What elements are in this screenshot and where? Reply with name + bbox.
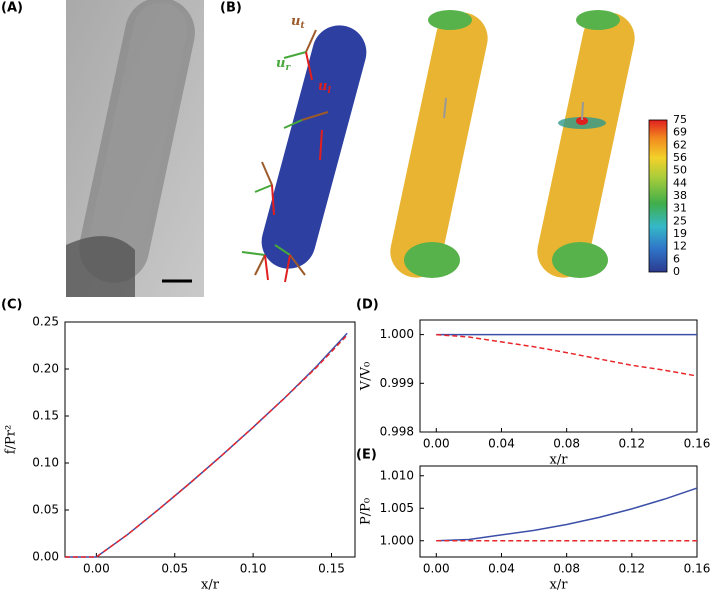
micrograph xyxy=(66,0,204,297)
panel-label: (C) xyxy=(1,298,22,313)
vector-base: u xyxy=(291,14,300,29)
vector-sub: l xyxy=(327,86,331,96)
panel-label: (B) xyxy=(220,1,242,16)
vector-label: ur xyxy=(276,56,291,73)
y-tick-label: 1.010 xyxy=(380,468,414,482)
data-line xyxy=(65,332,348,558)
colorbar-tick-label: 50 xyxy=(673,164,687,177)
data-line xyxy=(436,333,698,377)
colorbar-tick-label: 75 xyxy=(673,113,687,126)
x-axis-label: x/r xyxy=(550,578,569,593)
y-tick-label: 0.998 xyxy=(380,425,414,439)
colorbar xyxy=(648,119,668,273)
colorbar-tick-label: 38 xyxy=(673,189,687,202)
colorbar-tick-label: 25 xyxy=(673,214,687,227)
colorbar-tick-label: 31 xyxy=(673,202,687,215)
x-tick-label: 0.12 xyxy=(618,437,645,451)
x-tick-label: 0.04 xyxy=(488,437,515,451)
vector-sub: t xyxy=(300,21,305,31)
data-line xyxy=(436,487,698,542)
y-axis-label: V/V₀ xyxy=(359,362,374,391)
vector-label: ut xyxy=(291,14,305,31)
x-tick-label: 0.05 xyxy=(161,562,188,576)
colorbar-tick-label: 19 xyxy=(673,227,687,240)
x-tick-label: 0.08 xyxy=(553,562,580,576)
x-tick-label: 0.00 xyxy=(83,562,110,576)
colorbar-tick-label: 56 xyxy=(673,151,687,164)
x-tick-label: 0.04 xyxy=(488,562,515,576)
x-axis-label: x/r xyxy=(550,453,569,468)
y-axis-label: P/P₀ xyxy=(359,498,374,525)
colorbar-tick-label: 12 xyxy=(673,240,687,253)
panel-label: (A) xyxy=(1,1,23,16)
tube-models xyxy=(241,10,635,283)
x-tick-label: 0.10 xyxy=(240,562,267,576)
x-tick-label: 0.12 xyxy=(618,562,645,576)
x-tick-label: 0.00 xyxy=(423,562,450,576)
colorbar-tick-label: 6 xyxy=(673,252,680,265)
vector-sub: r xyxy=(285,63,291,73)
vector-base: u xyxy=(276,56,285,71)
y-tick-label: 1.000 xyxy=(380,327,414,341)
x-tick-label: 0.15 xyxy=(318,562,345,576)
plot-frame xyxy=(64,321,356,558)
vector-label: ul xyxy=(318,79,331,96)
data-line xyxy=(65,334,348,558)
panel-label: (E) xyxy=(356,448,377,463)
y-tick-label: 0.25 xyxy=(32,315,59,329)
y-tick-label: 0.05 xyxy=(32,503,59,517)
plot-frame xyxy=(419,465,698,558)
x-tick-label: 0.08 xyxy=(553,437,580,451)
colorbar-tick-label: 69 xyxy=(673,126,687,139)
y-tick-label: 0.15 xyxy=(32,409,59,423)
y-axis-label: f/Pr² xyxy=(4,425,19,454)
y-tick-label: 1.000 xyxy=(380,533,414,547)
colorbar-tick-label: 44 xyxy=(673,176,687,189)
panel-label: (D) xyxy=(356,298,379,313)
y-tick-label: 0.10 xyxy=(32,456,59,470)
y-tick-label: 0.999 xyxy=(380,376,414,390)
colorbar-tick-label: 62 xyxy=(673,138,687,151)
x-tick-label: 0.16 xyxy=(684,562,711,576)
y-tick-label: 1.005 xyxy=(380,501,414,515)
x-tick-label: 0.16 xyxy=(684,437,711,451)
vector-base: u xyxy=(318,79,327,94)
x-axis-label: x/r xyxy=(201,578,220,593)
y-tick-label: 0.20 xyxy=(32,362,59,376)
colorbar-tick-label: 0 xyxy=(673,265,680,278)
y-tick-label: 0.00 xyxy=(32,550,59,564)
x-tick-label: 0.00 xyxy=(423,437,450,451)
